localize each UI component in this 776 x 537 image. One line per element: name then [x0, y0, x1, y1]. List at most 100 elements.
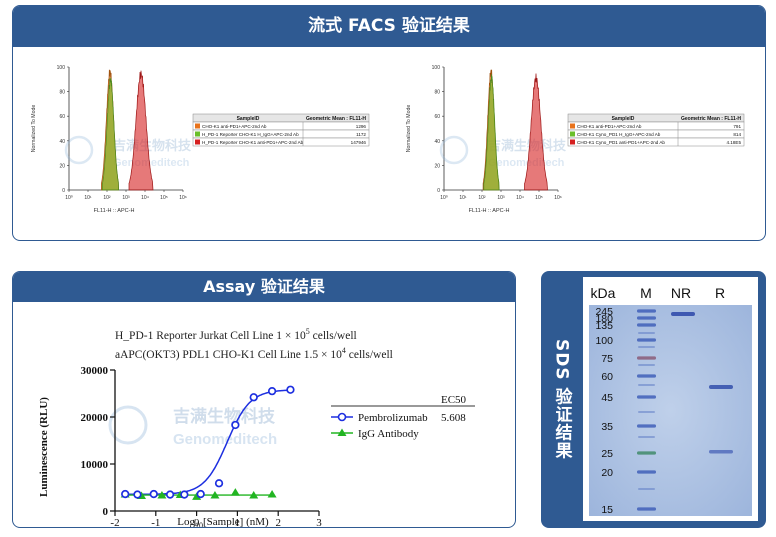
assay-legend: EC50 Pembrolizumab 5.608 IgG Antibody [331, 394, 475, 440]
facs-plots: 0 20 40 60 80 100 10⁰ 10¹ 10² 10³ 10⁴ 10⁵ 10⁶ Normali… [31, 65, 745, 214]
facs-panel: 流式 FACS 验证结果 0 20 40 60 80 100 10⁰ 10¹ 10² 10³ 10⁴… [12, 5, 766, 241]
marker-size-label: 35 [601, 421, 613, 433]
facs-table-value: 147946 [351, 140, 367, 145]
pembrolizumab-data-point [149, 489, 158, 499]
facs-table-sample: H_PD-1 Reporter CHO-K1 anti-PD1+APC-2nd … [202, 140, 304, 145]
marker-size-label: 75 [601, 353, 613, 365]
assay-header-line2: aAPC(OKT3) PDL1 CHO-K1 Cell Line 1.5 × 1… [115, 346, 393, 361]
watermark-logo-icon [439, 135, 469, 165]
marker-band [637, 323, 656, 327]
facs-x-tick-label: 10⁵ [160, 195, 168, 201]
facs-color-swatch [570, 123, 575, 129]
marker-faint-band [638, 436, 655, 438]
watermark-cn: 吉满生物科技 [113, 138, 192, 153]
facs-x-axis-label: FL11-H :: APC-H [469, 208, 510, 214]
facs-table-value: 1172 [356, 132, 366, 137]
facs-y-axis-label: Normalized To Mode [406, 105, 412, 153]
marker-size-label: 45 [601, 392, 613, 404]
facs-table-row [567, 137, 745, 147]
marker-size-label: 100 [595, 335, 613, 347]
pembrolizumab-data-point [267, 386, 277, 396]
marker-size-label: 245 [595, 306, 613, 318]
assay-title: Assay 验证结果 [13, 272, 515, 302]
marker-size-label: 135 [595, 320, 613, 332]
facs-color-swatch [570, 131, 575, 137]
marker-band [637, 338, 656, 342]
marker-faint-band [638, 384, 655, 386]
facs-table-header: SampleID [612, 116, 635, 122]
watermark-en: Genomeditech [488, 157, 565, 169]
marker-faint-band [638, 411, 655, 413]
marker-band [637, 507, 656, 511]
assay-y-tick-label: 0 [103, 506, 109, 518]
facs-table-value: 4.18E5 [726, 140, 741, 145]
lane-label-kda: kDa [591, 285, 616, 301]
assay-x-tick-label: -1 [151, 517, 160, 528]
facs-y-tick-label: 0 [62, 188, 65, 194]
facs-y-tick-label: 40 [434, 139, 440, 145]
facs-table-row [192, 137, 370, 147]
facs-x-tick-label: 10⁵ [535, 195, 543, 201]
pembrolizumab-data-point [286, 385, 295, 394]
facs-table-sample: CHO-K1 Cyno_PD1 anti-PD1+APC-2nd Ab [577, 140, 665, 145]
assay-xlabel: Log10[Sample] (nM) [177, 516, 269, 528]
pembrolizumab-data-point [249, 393, 258, 402]
facs-table-sample: H_PD-1 Reporter CHO-K1 H_IgG+APC-2nd Ab [202, 132, 299, 137]
facs-y-axis-label: Normalized To Mode [31, 105, 37, 153]
legend-ec50-header: EC50 [441, 394, 467, 406]
facs-x-tick-label: 10¹ [84, 195, 92, 201]
facs-x-tick-label: 10⁰ [440, 195, 448, 201]
pembrolizumab-data-point [180, 490, 189, 499]
lane-label-marker: M [640, 285, 652, 301]
facs-y-tick-label: 60 [59, 114, 65, 120]
facs-y-tick-label: 100 [57, 65, 66, 71]
sds-gel-frame: kDa M NR R 245 180 135 100 75 60 45 35 25 20 15 [583, 277, 758, 521]
watermark: 吉满生物科技 Genomeditech [108, 405, 277, 448]
facs-x-tick-label: 10³ [122, 195, 130, 201]
facs-color-swatch [195, 139, 200, 145]
facs-color-swatch [195, 131, 200, 137]
facs-table-header: Geometric Mean : FL11-H [306, 116, 366, 122]
legend-circle-marker-icon [337, 412, 347, 422]
pembrolizumab-data-point [231, 420, 240, 430]
watermark-en: Genomeditech [173, 431, 277, 448]
facs-x-tick-label: 10² [103, 195, 111, 201]
assay-x-tick-label: 3 [316, 517, 322, 528]
igg-data-point [210, 490, 220, 499]
marker-faint-band [638, 332, 655, 334]
legend-triangle-marker-icon [337, 428, 347, 436]
marker-band [637, 424, 656, 428]
facs-y-tick-label: 20 [434, 163, 440, 169]
facs-y-tick-label: 20 [59, 163, 65, 169]
assay-y-tick-label: 30000 [81, 365, 109, 377]
assay-x-tick-label: -2 [110, 517, 119, 528]
igg-data-point [249, 490, 259, 499]
watermark-logo-icon [64, 135, 94, 165]
assay-chart: 吉满生物科技 Genomeditech H_PD-1 Reporter Jurk… [38, 327, 475, 528]
marker-faint-band [638, 346, 655, 348]
marker-band [637, 356, 656, 360]
facs-watermark: 吉满生物科技 Genomeditech [64, 135, 192, 169]
facs-table-header: Geometric Mean : FL11-H [681, 116, 741, 122]
facs-y-tick-label: 80 [434, 90, 440, 96]
legend-ec50-value: 5.608 [441, 412, 466, 424]
marker-faint-band [638, 488, 655, 490]
assay-panel: Assay 验证结果 吉满生物科技 Genomeditech H_PD-1 Re… [12, 271, 516, 528]
pembrolizumab-data-point [214, 479, 224, 488]
legend-item-igg: IgG Antibody [331, 428, 419, 440]
facs-x-axis-label: FL11-H :: APC-H [94, 208, 135, 214]
marker-band [637, 470, 656, 474]
marker-size-label: 180 [595, 313, 613, 325]
assay-ylabel: Luminescence (RLU) [38, 397, 50, 497]
r-heavy-chain-band [709, 385, 733, 389]
facs-x-tick-label: 10³ [497, 195, 505, 201]
gel-background [589, 305, 752, 516]
facs-x-tick-label: 10⁶ [179, 195, 187, 201]
facs-x-tick-label: 10⁴ [141, 195, 149, 201]
assay-y-tick-label: 10000 [81, 459, 109, 471]
facs-y-tick-label: 0 [437, 188, 440, 194]
facs-x-tick-label: 10² [478, 195, 486, 201]
watermark-cn: 吉满生物科技 [488, 138, 567, 153]
assay-x-tick-label: 1 [235, 517, 241, 528]
sds-title: SDS 验证结果 [551, 339, 572, 460]
